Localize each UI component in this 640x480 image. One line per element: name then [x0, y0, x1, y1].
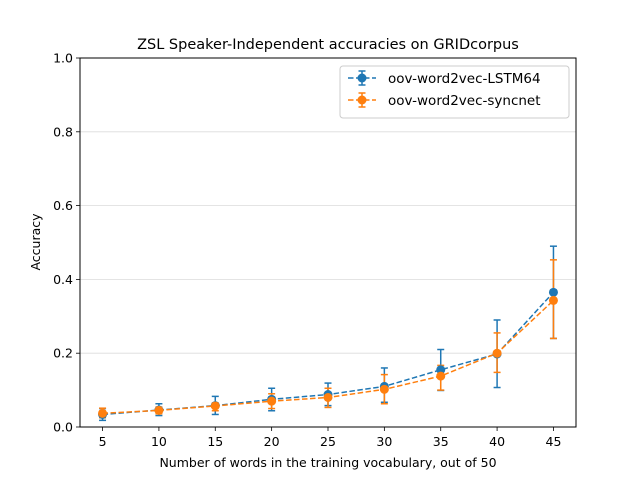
legend-box	[339, 65, 570, 119]
y-tick-label: 0.8	[53, 124, 73, 139]
x-axis-label: Number of words in the training vocabula…	[159, 455, 496, 470]
x-tick-label: 10	[151, 434, 167, 449]
data-point	[154, 405, 164, 415]
data-point	[548, 287, 558, 297]
data-point	[210, 401, 220, 411]
y-tick-label: 0.4	[53, 272, 73, 287]
legend-label: oov-word2vec-syncnet	[388, 93, 541, 109]
data-point	[379, 384, 389, 394]
data-point	[267, 396, 277, 406]
legend-marker	[357, 95, 367, 105]
series-markers	[98, 287, 558, 419]
x-tick-label: 40	[489, 434, 505, 449]
y-tick-label: 0.2	[53, 346, 73, 361]
x-axis: 5 10 15 20 25 30 35 40 45	[99, 427, 562, 449]
x-tick-label: 20	[264, 434, 280, 449]
x-tick-label: 30	[376, 434, 392, 449]
y-axis: 0.0 0.2 0.4 0.6 0.8 1.0	[53, 51, 80, 435]
x-tick-label: 5	[99, 434, 107, 449]
y-axis-label: Accuracy	[28, 213, 43, 271]
x-tick-label: 25	[320, 434, 336, 449]
legend: oov-word2vec-LSTM64 oov-word2vec-syncnet	[339, 65, 570, 119]
data-point	[98, 408, 108, 418]
legend-label: oov-word2vec-LSTM64	[388, 71, 541, 87]
data-point	[436, 365, 446, 375]
chart-title: ZSL Speaker-Independent accuracies on GR…	[137, 37, 519, 53]
x-tick-label: 45	[546, 434, 562, 449]
gridlines	[80, 131, 576, 354]
y-tick-label: 0.0	[53, 420, 73, 435]
y-tick-label: 1.0	[53, 51, 73, 66]
data-point	[323, 392, 333, 402]
data-point	[548, 295, 558, 305]
legend-marker	[357, 73, 367, 83]
x-tick-label: 35	[433, 434, 449, 449]
y-tick-label: 0.6	[53, 198, 73, 213]
data-point	[436, 371, 446, 381]
x-tick-label: 15	[207, 434, 223, 449]
data-point	[492, 348, 502, 358]
